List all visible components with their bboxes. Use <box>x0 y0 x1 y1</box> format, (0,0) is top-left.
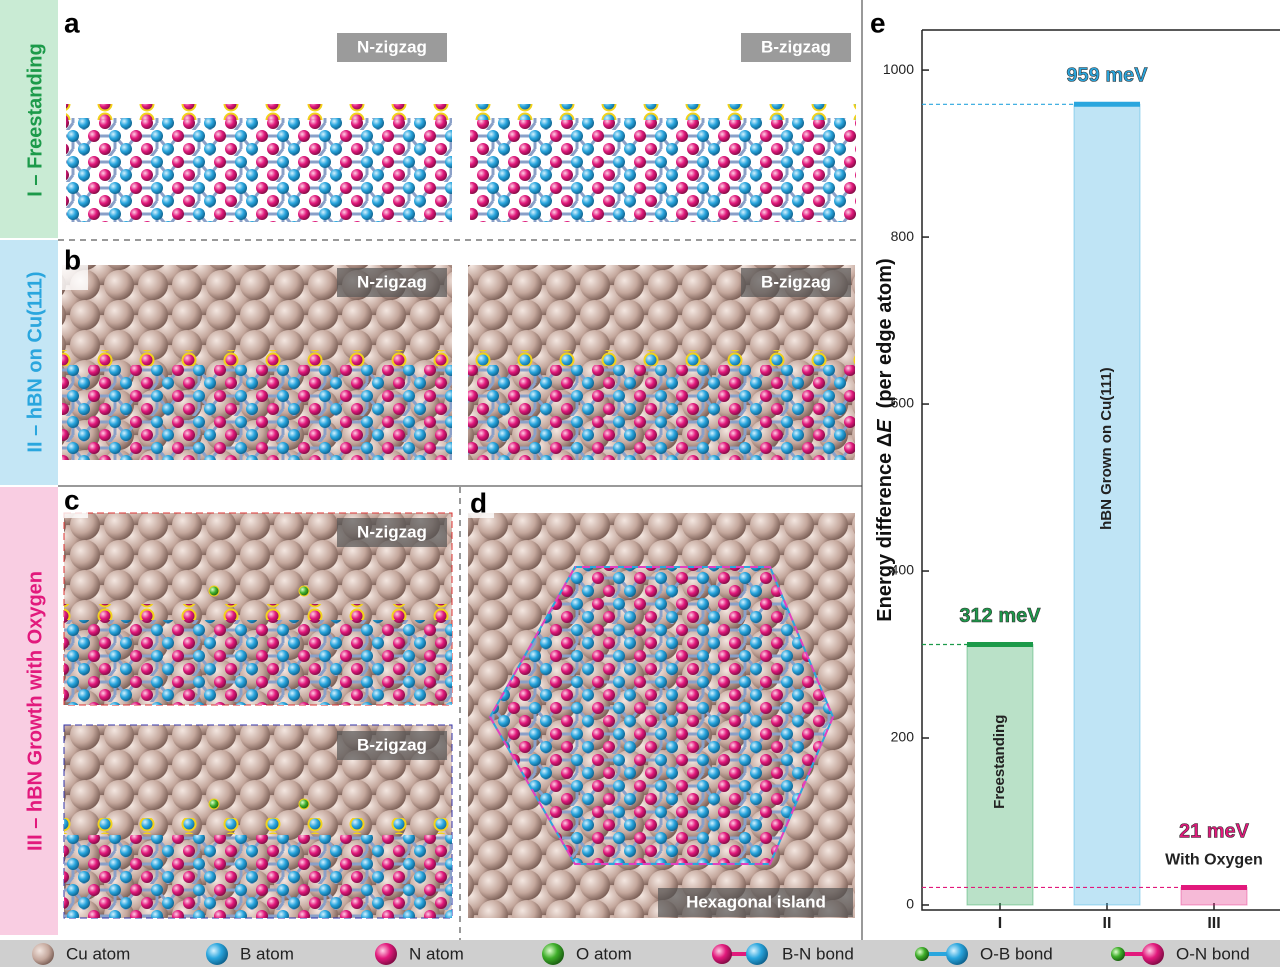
y-axis-label-part: E <box>874 419 896 433</box>
bar-label: Freestanding <box>991 715 1008 809</box>
structure-label: B-zigzag <box>761 272 831 291</box>
bar-label: hBN Grown on Cu(111) <box>1098 367 1115 530</box>
edge-atoms <box>64 604 452 620</box>
value-label: 959 meV <box>1066 65 1148 87</box>
legend-icon <box>915 947 929 961</box>
structure-label: N-zigzag <box>357 522 427 541</box>
row-label: II – hBN on Cu(111) <box>24 271 46 452</box>
bar <box>1181 887 1247 905</box>
structure-label: N-zigzag <box>357 37 427 56</box>
legend-label: O-B bond <box>980 944 1053 963</box>
y-tick-label: 600 <box>891 395 915 411</box>
legend-icon <box>1142 943 1164 965</box>
legend-label: N atom <box>409 944 464 963</box>
o-atom <box>209 799 219 809</box>
legend-label: O atom <box>576 944 632 963</box>
legend-label: Cu atom <box>66 944 130 963</box>
legend-label: B-N bond <box>782 944 854 963</box>
legend-bar <box>0 940 1280 967</box>
structure <box>66 118 452 222</box>
value-label: 21 meV <box>1179 821 1250 843</box>
bar-label: With Oxygen <box>1165 852 1263 869</box>
panel-letter: b <box>64 244 81 275</box>
o-atom <box>209 586 219 596</box>
structure <box>470 118 856 222</box>
figure: I – Freestanding II – hBN on Cu(111) III… <box>0 0 1280 967</box>
legend-icon <box>206 943 228 965</box>
structure-label: B-zigzag <box>357 735 427 754</box>
y-tick-label: 400 <box>891 562 915 578</box>
y-tick-label: 0 <box>906 896 914 912</box>
y-tick-label: 1000 <box>883 61 914 77</box>
panel-letter: d <box>470 487 487 518</box>
y-tick-label: 200 <box>891 729 915 745</box>
legend-icon <box>542 943 564 965</box>
legend-icon <box>946 943 968 965</box>
x-tick-label: II <box>1103 915 1112 932</box>
y-tick-label: 800 <box>891 228 915 244</box>
edge-atoms <box>64 818 452 834</box>
structure <box>64 835 452 918</box>
legend-label: O-N bond <box>1176 944 1250 963</box>
edge-atoms <box>66 104 452 120</box>
panel-letter: a <box>64 7 80 38</box>
structure <box>64 620 452 705</box>
edge-atoms <box>468 350 855 366</box>
panel-letter: e <box>870 7 886 38</box>
legend-icon <box>375 943 397 965</box>
structure-label: Hexagonal island <box>686 892 826 911</box>
legend-icon <box>32 943 54 965</box>
o-atom <box>299 586 309 596</box>
x-tick-label: I <box>998 915 1002 932</box>
legend-icon <box>712 944 732 964</box>
structure <box>62 365 452 460</box>
legend-icon <box>746 943 768 965</box>
row-label: III – hBN Growth with Oxygen <box>24 571 46 851</box>
y-axis-label-part: Energy difference Δ <box>874 433 896 622</box>
value-label: 312 meV <box>959 605 1041 627</box>
x-tick-label: III <box>1207 915 1220 932</box>
structure <box>468 365 855 460</box>
structure-label: B-zigzag <box>761 37 831 56</box>
legend-icon <box>1111 947 1125 961</box>
row-label: I – Freestanding <box>24 43 46 196</box>
edge-atoms <box>470 104 856 120</box>
structure-label: N-zigzag <box>357 272 427 291</box>
panel-letter: c <box>64 484 80 515</box>
legend-label: B atom <box>240 944 294 963</box>
edge-atoms <box>62 350 452 366</box>
o-atom <box>299 799 309 809</box>
